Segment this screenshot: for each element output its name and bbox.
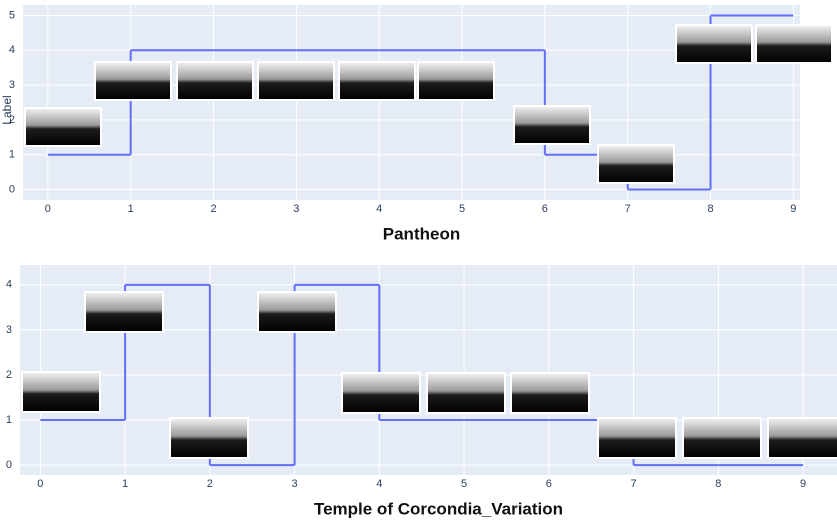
x-tick-label: 4 <box>376 478 382 490</box>
thumbnail <box>427 373 505 413</box>
thumbnail <box>177 62 253 100</box>
x-tick-label: 5 <box>461 478 467 490</box>
thumbnail <box>511 373 589 413</box>
y-tick-label: 0 <box>9 183 15 195</box>
x-tick-label: 7 <box>625 203 631 215</box>
x-tick-label: 1 <box>122 478 128 490</box>
thumbnail <box>339 62 415 100</box>
y-axis-title: Label <box>0 95 14 124</box>
y-tick-label: 1 <box>9 149 15 161</box>
x-tick-label: 4 <box>376 203 382 215</box>
thumbnail <box>768 418 837 458</box>
x-tick-label: 9 <box>790 203 796 215</box>
thumbnail <box>342 373 420 413</box>
thumbnail <box>598 418 676 458</box>
thumbnail <box>418 62 494 100</box>
y-tick-label: 3 <box>9 79 15 91</box>
x-tick-label: 1 <box>128 203 134 215</box>
thumbnail <box>598 145 674 183</box>
thumbnail <box>676 25 752 63</box>
thumbnail <box>258 62 334 100</box>
x-tick-label: 0 <box>37 478 43 490</box>
y-tick-label: 4 <box>9 44 15 56</box>
thumbnail <box>22 372 100 412</box>
x-tick-label: 5 <box>459 203 465 215</box>
thumbnail <box>25 108 101 146</box>
thumbnail <box>170 418 248 458</box>
y-tick-label: 0 <box>6 459 12 471</box>
x-tick-label: 3 <box>292 478 298 490</box>
x-axis-title: Temple of Corcondia_Variation <box>314 499 563 518</box>
thumbnail <box>756 25 832 63</box>
y-tick-label: 2 <box>6 369 12 381</box>
page: 0 1 2 3 4 5 6 7 8 9 0 1 2 3 4 5 Pantheon Label 0 1 2 3 4 5 6 7 8 9 0… <box>0 0 837 522</box>
x-tick-label: 8 <box>707 203 713 215</box>
x-tick-label: 6 <box>542 203 548 215</box>
thumbnail <box>85 292 163 332</box>
y-tick-label: 3 <box>6 324 12 336</box>
x-tick-label: 2 <box>210 203 216 215</box>
thumbnail <box>258 292 336 332</box>
thumbnail <box>95 62 171 100</box>
x-tick-label: 9 <box>800 478 806 490</box>
x-tick-label: 7 <box>631 478 637 490</box>
x-tick-label: 2 <box>207 478 213 490</box>
x-axis-title: Pantheon <box>383 224 460 243</box>
x-tick-label: 3 <box>293 203 299 215</box>
y-tick-label: 5 <box>9 9 15 21</box>
x-tick-label: 6 <box>546 478 552 490</box>
x-tick-label: 0 <box>45 203 51 215</box>
thumbnail <box>514 106 590 144</box>
y-tick-label: 1 <box>6 414 12 426</box>
thumbnail <box>683 418 761 458</box>
x-tick-label: 8 <box>715 478 721 490</box>
y-tick-label: 4 <box>6 279 12 291</box>
